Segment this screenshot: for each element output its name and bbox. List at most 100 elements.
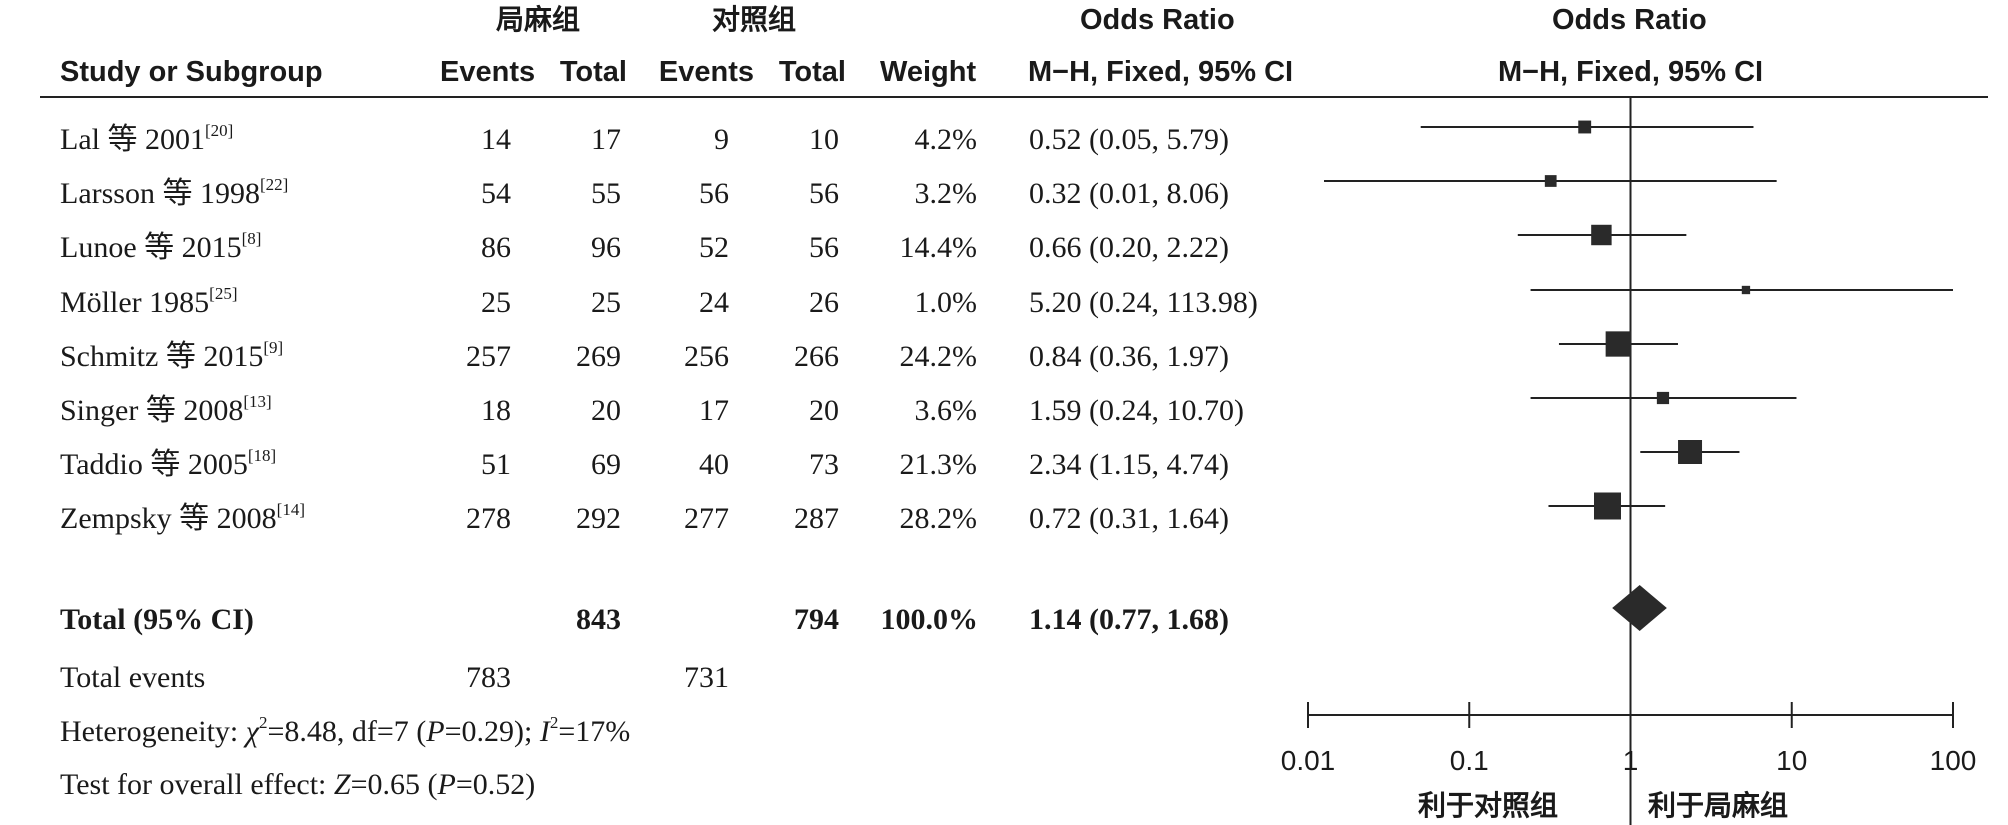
total-weight: 100.0% — [880, 603, 979, 636]
total-exp: 25 — [591, 286, 621, 319]
events-ctrl: 256 — [684, 340, 729, 373]
study-reference: [8] — [241, 229, 262, 248]
total-ctrl: 794 — [794, 603, 839, 636]
odds-ratio-ci: 0.32 (0.01, 8.06) — [1029, 177, 1229, 210]
events-ctrl: 40 — [699, 448, 729, 481]
total-ctrl: 73 — [809, 448, 839, 481]
total-exp: 843 — [576, 603, 621, 636]
events-ctrl: 277 — [684, 502, 729, 535]
overall-effect-text: Test for overall effect: Z=0.65 (P=0.52) — [60, 768, 536, 801]
study-name-text: Schmitz 等 2015 — [60, 340, 264, 373]
total-exp: 55 — [591, 177, 621, 210]
column-header-method-table: M−H, Fixed, 95% CI — [1028, 56, 1294, 88]
weight: 3.6% — [914, 394, 978, 427]
study-reference: [14] — [276, 500, 305, 519]
total-exp: 96 — [591, 231, 621, 264]
study-name-text: Taddio 等 2005 — [60, 448, 248, 481]
total-ci: 1.14 (0.77, 1.68) — [1029, 603, 1229, 636]
study-reference: [22] — [259, 175, 289, 194]
odds-ratio-header-table: Odds Ratio — [1080, 4, 1235, 36]
column-header-events-ctrl: Events — [658, 56, 754, 88]
header-divider — [40, 96, 1988, 98]
study-reference: [13] — [243, 392, 272, 411]
study-name: Lunoe 等 2015[8] — [60, 230, 261, 264]
events-exp: 278 — [466, 502, 511, 535]
total-ctrl: 287 — [794, 502, 839, 535]
odds-ratio-ci: 0.72 (0.31, 1.64) — [1029, 502, 1229, 535]
point-estimate — [1544, 175, 1557, 187]
events-ctrl: 24 — [699, 286, 729, 319]
events-exp: 14 — [481, 123, 511, 156]
events-exp: 86 — [481, 231, 511, 264]
column-header-method-plot: M−H, Fixed, 95% CI — [1498, 56, 1764, 88]
odds-ratio-ci: 2.34 (1.15, 4.74) — [1029, 448, 1229, 481]
point-estimate — [1593, 492, 1621, 520]
weight: 24.2% — [899, 340, 978, 373]
column-header-study: Study or Subgroup — [60, 56, 323, 88]
total-exp: 292 — [576, 502, 621, 535]
events-ctrl: 9 — [714, 123, 729, 156]
total-ctrl: 26 — [809, 286, 839, 319]
odds-ratio-ci: 1.59 (0.24, 10.70) — [1029, 394, 1244, 427]
total-label: Total (95% CI) — [60, 603, 254, 636]
point-estimate — [1678, 440, 1703, 464]
study-name-text: Larsson 等 1998 — [60, 177, 260, 210]
favours-local-anesthesia-label: 利于局麻组 — [1648, 789, 1789, 822]
heterogeneity-text: Heterogeneity: χ2=8.48, df=7 (P=0.29); I… — [60, 713, 631, 748]
point-estimate — [1591, 224, 1612, 246]
odds-ratio-header-plot: Odds Ratio — [1552, 4, 1707, 36]
x-tick-label: 10 — [1776, 745, 1807, 776]
study-name: Zempsky 等 2008[14] — [60, 501, 305, 534]
odds-ratio-ci: 0.66 (0.20, 2.22) — [1029, 231, 1229, 264]
events-exp: 54 — [481, 177, 511, 210]
study-name: Singer 等 2008[13] — [60, 393, 272, 427]
odds-ratio-ci: 0.84 (0.36, 1.97) — [1029, 340, 1229, 373]
odds-ratio-ci: 0.52 (0.05, 5.79) — [1029, 123, 1229, 156]
total-events-exp: 783 — [466, 661, 511, 694]
study-name-text: Lunoe 等 2015 — [60, 231, 242, 264]
total-exp: 269 — [576, 340, 621, 373]
column-header-events-exp: Events — [440, 56, 536, 88]
events-exp: 25 — [481, 286, 511, 319]
events-ctrl: 52 — [699, 231, 729, 264]
total-exp: 20 — [591, 394, 621, 427]
total-events-ctrl: 731 — [684, 661, 729, 694]
total-ctrl: 56 — [809, 231, 839, 264]
total-events-label: Total events — [60, 661, 206, 694]
study-name-text: Möller 1985 — [60, 286, 210, 319]
study-name: Larsson 等 1998[22] — [60, 176, 288, 210]
events-exp: 257 — [466, 340, 511, 373]
weight: 21.3% — [899, 448, 978, 481]
study-name: Schmitz 等 2015[9] — [60, 339, 283, 373]
point-estimate — [1656, 391, 1670, 405]
group-header-local-anesthesia: 局麻组 — [496, 3, 581, 36]
weight: 4.2% — [914, 123, 978, 156]
study-name: Lal 等 2001[20] — [60, 122, 233, 156]
summary-diamond — [1612, 585, 1667, 631]
x-tick-label: 1 — [1623, 745, 1639, 776]
column-header-weight: Weight — [880, 56, 977, 88]
events-ctrl: 17 — [699, 394, 729, 427]
column-header-total-ctrl: Total — [778, 56, 846, 88]
study-name: Taddio 等 2005[18] — [60, 447, 276, 481]
weight: 28.2% — [899, 502, 978, 535]
group-header-control: 对照组 — [712, 3, 797, 36]
point-estimate — [1605, 331, 1631, 357]
study-reference: [20] — [204, 121, 234, 140]
events-exp: 18 — [481, 394, 511, 427]
point-estimate — [1741, 285, 1751, 295]
study-reference: [9] — [263, 338, 284, 357]
odds-ratio-ci: 5.20 (0.24, 113.98) — [1029, 286, 1258, 319]
events-exp: 51 — [481, 448, 511, 481]
study-reference: [25] — [209, 284, 238, 303]
x-tick-label: 0.1 — [1450, 745, 1489, 776]
x-tick-label: 100 — [1930, 745, 1977, 776]
total-exp: 17 — [591, 123, 621, 156]
weight: 3.2% — [914, 177, 978, 210]
column-header-total-exp: Total — [559, 56, 627, 88]
study-name-text: Lal 等 2001 — [60, 123, 205, 156]
study-name-text: Singer 等 2008 — [60, 394, 244, 427]
study-name: Möller 1985[25] — [60, 285, 237, 319]
total-ctrl: 266 — [794, 340, 839, 373]
